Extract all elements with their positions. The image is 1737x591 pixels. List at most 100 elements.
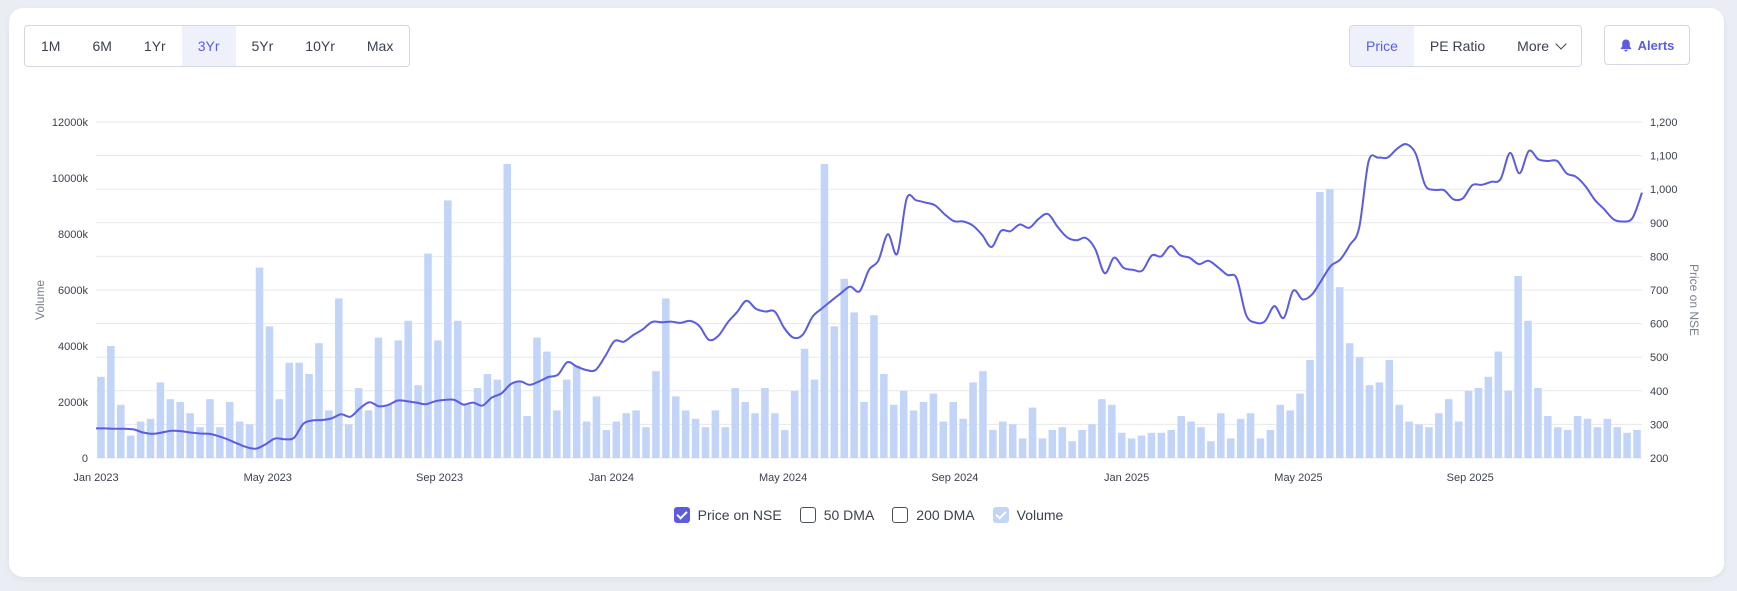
x-tick-label: May 2024 <box>759 472 807 484</box>
volume-bar <box>662 298 670 458</box>
x-tick-label: Jan 2025 <box>1104 472 1149 484</box>
volume-bar <box>543 351 551 458</box>
volume-bar <box>216 427 224 458</box>
volume-bar <box>1494 351 1503 458</box>
volume-bar <box>642 427 650 458</box>
volume-bar <box>1058 427 1067 458</box>
volume-bar <box>1454 421 1463 458</box>
volume-bar <box>364 410 373 458</box>
volume-bar <box>1464 390 1473 458</box>
volume-bar <box>434 340 442 458</box>
price-tab[interactable]: Price <box>1350 26 1414 66</box>
legend-200dma-toggle[interactable]: 200 DMA <box>892 507 975 523</box>
volume-bar <box>1633 430 1641 458</box>
volume-bar <box>1108 404 1116 458</box>
volume-bar <box>1266 430 1275 458</box>
y-right-tick-label: 300 <box>1650 419 1668 431</box>
range-6m-button[interactable]: 6M <box>92 38 112 54</box>
volume-bar <box>830 326 839 458</box>
volume-bar <box>384 404 393 458</box>
volume-bar <box>344 424 353 458</box>
volume-bar <box>1088 424 1096 458</box>
checkbox-empty-icon <box>892 507 909 523</box>
volume-bar <box>1197 427 1205 458</box>
volume-bar <box>711 410 720 458</box>
volume-bar <box>483 374 492 458</box>
volume-bar <box>305 374 313 458</box>
y-right-axis-label: Price on NSE <box>1687 264 1701 336</box>
volume-bar <box>1514 276 1522 458</box>
volume-bar <box>1435 413 1443 458</box>
volume-bar <box>1345 343 1354 458</box>
volume-bars <box>97 164 1641 458</box>
alerts-label: Alerts <box>1637 37 1675 53</box>
volume-bar <box>1335 287 1344 458</box>
volume-bar <box>1137 435 1146 458</box>
range-1yr-button[interactable]: 1Yr <box>143 38 166 54</box>
volume-bar <box>969 382 977 458</box>
volume-bar <box>374 337 383 458</box>
y-left-axis-label: Volume <box>33 280 47 320</box>
x-tick-label: Sep 2024 <box>931 472 978 484</box>
volume-bar <box>572 365 581 458</box>
y-left-tick-label: 2000k <box>58 397 88 409</box>
volume-bar <box>315 343 323 458</box>
volume-bar <box>880 374 888 458</box>
volume-bar <box>146 418 155 458</box>
volume-bar <box>285 362 294 458</box>
volume-bar <box>275 399 284 458</box>
volume-bar <box>959 418 967 458</box>
right-axis-ticks: 200 300 400 500 600 700 800 900 1,000 1,100 1,200 <box>1650 117 1678 465</box>
legend-50dma-toggle[interactable]: 50 DMA <box>799 507 874 523</box>
more-dropdown[interactable]: More <box>1501 26 1581 66</box>
chart-grid <box>96 121 1642 459</box>
range-5yr-button[interactable]: 5Yr <box>251 38 274 54</box>
volume-bar <box>652 371 660 458</box>
legend-volume-toggle[interactable]: Volume <box>992 507 1063 523</box>
range-3yr-button[interactable]: 3Yr <box>181 26 236 66</box>
left-axis-ticks: 0 2000k 4000k 6000k 8000k 10000k 12000k <box>52 117 89 465</box>
volume-bar <box>979 371 987 458</box>
volume-bar <box>999 421 1007 458</box>
volume-bar <box>503 164 512 458</box>
volume-bar <box>790 390 799 458</box>
alerts-button[interactable]: Alerts <box>1604 25 1690 65</box>
volume-bar <box>463 404 472 458</box>
volume-bar <box>671 396 680 458</box>
range-10yr-button[interactable]: 10Yr <box>305 38 335 54</box>
range-max-button[interactable]: Max <box>366 38 394 54</box>
volume-bar <box>166 399 175 458</box>
legend-price-toggle[interactable]: Price on NSE <box>673 507 782 523</box>
metric-selector: Price PE Ratio More <box>1349 25 1583 67</box>
x-tick-label: May 2025 <box>1274 472 1322 484</box>
volume-bar <box>1573 416 1582 458</box>
volume-bar <box>444 200 452 458</box>
volume-bar <box>1613 427 1621 458</box>
volume-bar <box>989 430 997 458</box>
volume-bar <box>126 435 135 458</box>
volume-bar <box>1563 430 1572 458</box>
volume-bar <box>1098 399 1106 458</box>
volume-bar <box>602 430 611 458</box>
checkbox-checked-icon <box>673 507 690 523</box>
x-tick-label: Jan 2023 <box>73 472 118 484</box>
x-tick-label: Sep 2023 <box>416 472 463 484</box>
volume-bar <box>226 402 234 458</box>
price-line <box>96 143 1643 450</box>
volume-bar <box>1395 404 1403 458</box>
volume-bar <box>840 278 848 458</box>
volume-bar <box>1355 357 1364 458</box>
range-1m-button[interactable]: 1M <box>41 38 61 54</box>
volume-bar <box>1474 388 1483 458</box>
pe-ratio-tab[interactable]: PE Ratio <box>1429 38 1486 54</box>
y-right-tick-label: 1,100 <box>1650 151 1678 163</box>
volume-bar <box>1425 427 1433 458</box>
volume-bar <box>622 413 630 458</box>
y-left-tick-label: 8000k <box>58 229 88 241</box>
volume-bar <box>1326 189 1334 458</box>
volume-bar <box>186 413 194 458</box>
volume-bar <box>1286 410 1294 458</box>
volume-bar <box>1553 427 1562 458</box>
volume-bar <box>107 346 115 458</box>
volume-bar <box>453 320 462 458</box>
